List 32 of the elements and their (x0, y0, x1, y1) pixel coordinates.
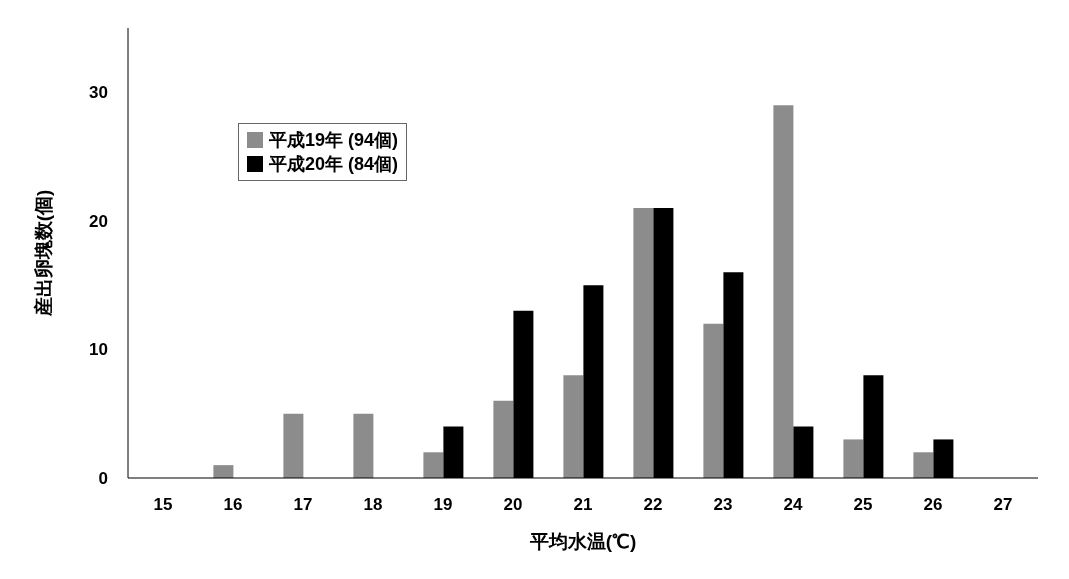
y-tick-label: 20 (89, 211, 108, 231)
y-tick-label: 30 (89, 83, 108, 103)
x-tick-label: 17 (293, 495, 313, 515)
x-tick-label: 21 (573, 495, 593, 515)
bar (773, 105, 794, 478)
bar (843, 439, 864, 478)
y-axis-title: 産出卵塊数(個) (32, 189, 54, 318)
x-tick-label: 27 (993, 495, 1013, 515)
x-tick-label: 19 (433, 495, 453, 515)
legend-label: 平成20年 (84個) (269, 153, 399, 176)
x-tick-label: 22 (643, 495, 663, 515)
x-tick-label: 24 (783, 495, 803, 515)
x-tick-label: 18 (363, 495, 383, 515)
x-tick-label: 15 (153, 495, 173, 515)
x-tick-label: 16 (223, 495, 243, 515)
bar (283, 413, 304, 478)
x-tick-label: 25 (853, 495, 873, 515)
x-tick-label: 26 (923, 495, 943, 515)
bar (213, 465, 234, 478)
x-tick-label: 20 (503, 495, 523, 515)
y-tick-label: 0 (98, 469, 108, 489)
bar (563, 375, 584, 478)
bar (493, 400, 514, 478)
bar (703, 323, 724, 478)
x-axis-title: 平均水温(℃) (528, 531, 637, 552)
x-tick-label: 23 (713, 495, 733, 515)
bar (633, 208, 654, 478)
bar (423, 452, 444, 478)
bar (353, 413, 374, 478)
bar (913, 452, 934, 478)
y-tick-label: 10 (89, 340, 108, 360)
legend-label: 平成19年 (94個) (269, 129, 399, 152)
